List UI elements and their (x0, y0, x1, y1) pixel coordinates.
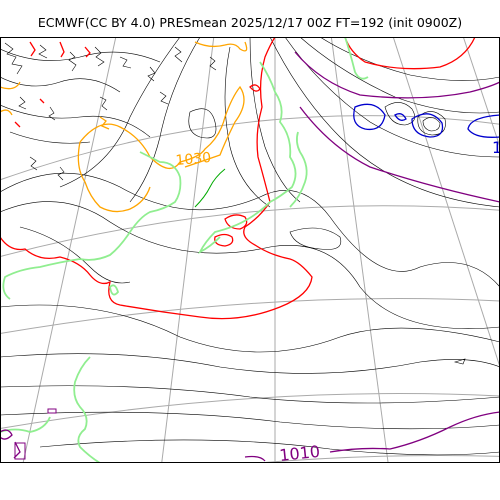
chart-title: ECMWF(CC BY 4.0) PRESmean 2025/12/17 00Z… (37, 15, 463, 30)
label-1010: 1010 (278, 442, 320, 463)
contour-1010 (0, 51, 500, 462)
green-contour (194, 168, 226, 208)
contour-low (353, 103, 500, 138)
pressure-map: 1010 1030 1 (0, 37, 500, 463)
coastline (0, 37, 369, 463)
label-low-edge: 1 (492, 138, 500, 157)
label-1030: 1030 (175, 150, 212, 169)
graticule (0, 37, 500, 463)
contour-1030 (0, 41, 248, 213)
